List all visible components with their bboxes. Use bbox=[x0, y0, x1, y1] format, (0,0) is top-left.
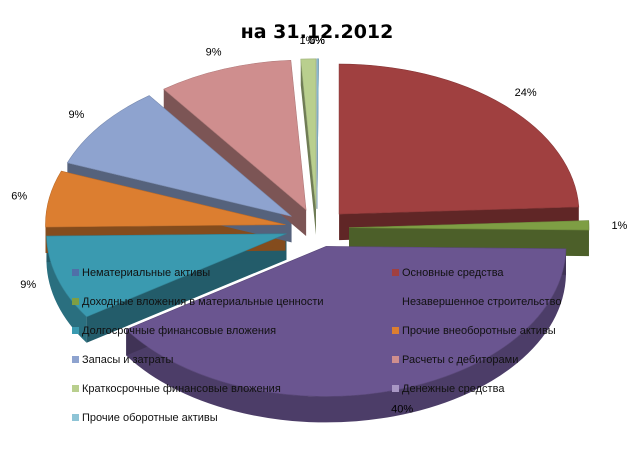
legend-swatch-8 bbox=[72, 385, 79, 392]
legend-label-10: Прочие оборотные активы bbox=[82, 412, 218, 424]
legend-item-6: Запасы и затраты bbox=[72, 354, 173, 366]
slice-5-label: 6% bbox=[11, 190, 27, 202]
slice-4 bbox=[46, 233, 287, 318]
slice-2-label: 1% bbox=[611, 220, 627, 232]
legend-swatch-1 bbox=[392, 269, 399, 276]
legend-label-7: Расчеты с дебиторами bbox=[402, 354, 518, 366]
legend-swatch-10 bbox=[72, 414, 79, 421]
legend-label-9: Денежные средства bbox=[402, 383, 505, 395]
slice-6-label: 9% bbox=[68, 109, 84, 121]
slice-9-label: 0% bbox=[309, 35, 325, 47]
legend-item-2: Доходные вложения в материальные ценност… bbox=[72, 296, 324, 308]
legend-swatch-6 bbox=[72, 356, 79, 363]
legend-label-8: Краткосрочные финансовые вложения bbox=[82, 383, 281, 395]
legend-swatch-9 bbox=[392, 385, 399, 392]
legend-item-1: Основные средства bbox=[392, 267, 504, 279]
slice-0-label: 0% bbox=[309, 35, 325, 47]
chart-title: на 31.12.2012 bbox=[241, 21, 394, 43]
legend-item-4: Долгосрочные финансовые вложения bbox=[72, 325, 276, 337]
slice-6 bbox=[66, 95, 292, 217]
legend-swatch-5 bbox=[392, 327, 399, 334]
slice-5 bbox=[45, 170, 286, 228]
slice-8-label: 1% bbox=[299, 35, 315, 47]
pie-slices bbox=[45, 58, 590, 423]
legend-swatch-2 bbox=[72, 298, 79, 305]
slice-8 bbox=[300, 58, 317, 209]
legend-item-3: Незавершенное строительство bbox=[392, 296, 561, 308]
legend-label-3: Незавершенное строительство bbox=[402, 296, 561, 308]
legend-item-0: Нематериальные активы bbox=[72, 267, 210, 279]
legend-label-2: Доходные вложения в материальные ценност… bbox=[82, 296, 324, 308]
slice-1 bbox=[338, 63, 580, 215]
slice-10-label: 0% bbox=[309, 35, 325, 47]
legend-swatch-7 bbox=[392, 356, 399, 363]
legend-item-7: Расчеты с дебиторами bbox=[392, 354, 518, 366]
legend-item-10: Прочие оборотные активы bbox=[72, 412, 218, 424]
slice-7 bbox=[163, 59, 307, 211]
legend-label-0: Нематериальные активы bbox=[82, 267, 210, 279]
legend-swatch-4 bbox=[72, 327, 79, 334]
slice-10 bbox=[316, 58, 319, 209]
slice-8-side bbox=[300, 59, 316, 235]
legend: Нематериальные активы Основные средства До… bbox=[72, 267, 561, 424]
legend-item-5: Прочие внеоборотные активы bbox=[392, 325, 556, 337]
slice-7-label: 9% bbox=[206, 46, 222, 58]
legend-swatch-0 bbox=[72, 269, 79, 276]
slice-4-label: 9% bbox=[20, 279, 36, 291]
legend-label-1: Основные средства bbox=[402, 267, 504, 279]
slice-1-label: 24% bbox=[515, 87, 537, 99]
legend-item-8: Краткосрочные финансовые вложения bbox=[72, 383, 281, 395]
legend-item-9: Денежные средства bbox=[392, 383, 505, 395]
data-labels: 0%24%1%40%9%6%9%9%1%0%0% bbox=[11, 35, 627, 415]
slice-2 bbox=[348, 220, 590, 231]
legend-swatch-3 bbox=[392, 298, 399, 305]
legend-label-5: Прочие внеоборотные активы bbox=[402, 325, 556, 337]
legend-label-4: Долгосрочные финансовые вложения bbox=[82, 325, 276, 337]
legend-label-6: Запасы и затраты bbox=[82, 354, 173, 366]
slice-3-label: 40% bbox=[391, 403, 413, 415]
